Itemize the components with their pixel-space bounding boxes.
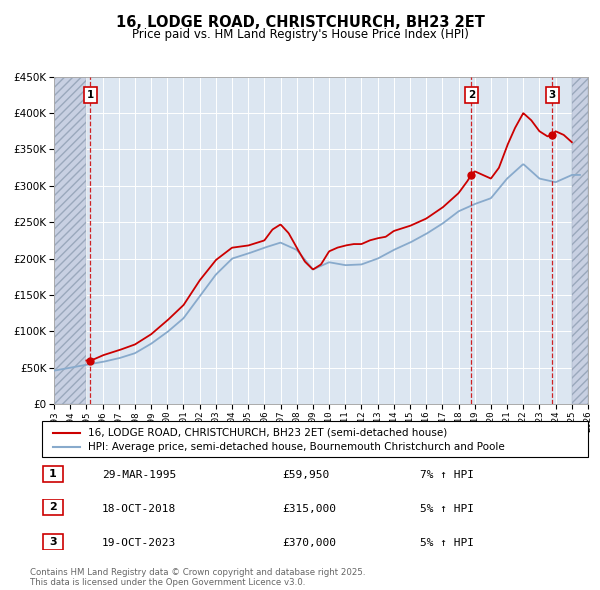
FancyBboxPatch shape — [43, 533, 62, 550]
Text: 29-MAR-1995: 29-MAR-1995 — [102, 470, 176, 480]
Text: 19-OCT-2023: 19-OCT-2023 — [102, 538, 176, 548]
Bar — [572, 77, 588, 404]
Text: 5% ↑ HPI: 5% ↑ HPI — [420, 504, 474, 513]
Text: 1: 1 — [86, 90, 94, 100]
FancyBboxPatch shape — [43, 499, 62, 516]
Bar — [54, 77, 86, 404]
Text: This data is licensed under the Open Government Licence v3.0.: This data is licensed under the Open Gov… — [30, 578, 305, 587]
Text: Price paid vs. HM Land Registry's House Price Index (HPI): Price paid vs. HM Land Registry's House … — [131, 28, 469, 41]
Text: £59,950: £59,950 — [282, 470, 329, 480]
Text: 3: 3 — [548, 90, 556, 100]
Text: £315,000: £315,000 — [282, 504, 336, 513]
Text: 5% ↑ HPI: 5% ↑ HPI — [420, 538, 474, 548]
FancyBboxPatch shape — [43, 466, 62, 481]
Text: 2: 2 — [468, 90, 475, 100]
Text: 3: 3 — [49, 537, 56, 546]
Text: 16, LODGE ROAD, CHRISTCHURCH, BH23 2ET (semi-detached house): 16, LODGE ROAD, CHRISTCHURCH, BH23 2ET (… — [88, 428, 448, 438]
FancyBboxPatch shape — [42, 421, 588, 457]
Text: £370,000: £370,000 — [282, 538, 336, 548]
Text: HPI: Average price, semi-detached house, Bournemouth Christchurch and Poole: HPI: Average price, semi-detached house,… — [88, 442, 505, 452]
Text: Contains HM Land Registry data © Crown copyright and database right 2025.: Contains HM Land Registry data © Crown c… — [30, 568, 365, 577]
Text: 1: 1 — [49, 469, 56, 478]
Text: 18-OCT-2018: 18-OCT-2018 — [102, 504, 176, 513]
Text: 2: 2 — [49, 503, 56, 512]
Text: 7% ↑ HPI: 7% ↑ HPI — [420, 470, 474, 480]
Text: 16, LODGE ROAD, CHRISTCHURCH, BH23 2ET: 16, LODGE ROAD, CHRISTCHURCH, BH23 2ET — [116, 15, 484, 30]
